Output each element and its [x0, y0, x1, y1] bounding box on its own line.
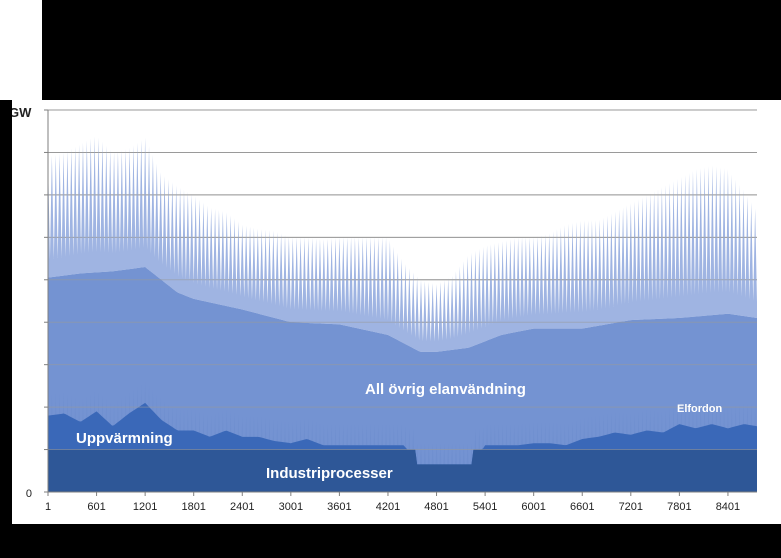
x-tick-label: 3001 — [279, 501, 303, 513]
y-tick-label: 0 — [26, 488, 32, 500]
electricity-demand-chart: GW 0 1 601 1201 1801 2401 3001 3601 4201 4801 540… — [12, 105, 757, 513]
x-tick-label: 6001 — [521, 501, 545, 513]
area-industry — [48, 449, 757, 492]
x-tick-label: 1801 — [181, 501, 205, 513]
x-tick-label: 7201 — [619, 501, 643, 513]
label-heating: Uppvärmning — [76, 430, 173, 447]
axes — [44, 109, 757, 496]
x-tick-label: 3601 — [327, 501, 351, 513]
white-margin — [0, 0, 42, 100]
x-tick-label: 1 — [45, 501, 51, 513]
x-tick-label: 2401 — [230, 501, 254, 513]
area-other-usage — [48, 136, 757, 352]
x-tick-labels: 1 601 1201 1801 2401 3001 3601 4201 4801 5401 6001… — [45, 501, 740, 513]
x-tick-label: 5401 — [473, 501, 497, 513]
x-tick-label: 1201 — [133, 501, 157, 513]
x-tick-label: 4201 — [376, 501, 400, 513]
stacked-areas — [48, 136, 757, 492]
y-axis-unit-label: GW — [12, 105, 32, 120]
x-tick-label: 8401 — [716, 501, 740, 513]
x-tick-label: 7801 — [667, 501, 691, 513]
chart-panel: GW 0 1 601 1201 1801 2401 3001 3601 4201 4801 540… — [12, 100, 781, 524]
gridlines-overlay — [48, 109, 757, 451]
label-electric-vehicles: Elfordon — [677, 403, 722, 415]
x-tick-label: 6601 — [570, 501, 594, 513]
label-other-usage: All övrig elanvändning — [365, 381, 526, 398]
label-industry: Industriprocesser — [266, 465, 393, 482]
x-tick-label: 601 — [87, 501, 105, 513]
x-tick-label: 4801 — [424, 501, 448, 513]
